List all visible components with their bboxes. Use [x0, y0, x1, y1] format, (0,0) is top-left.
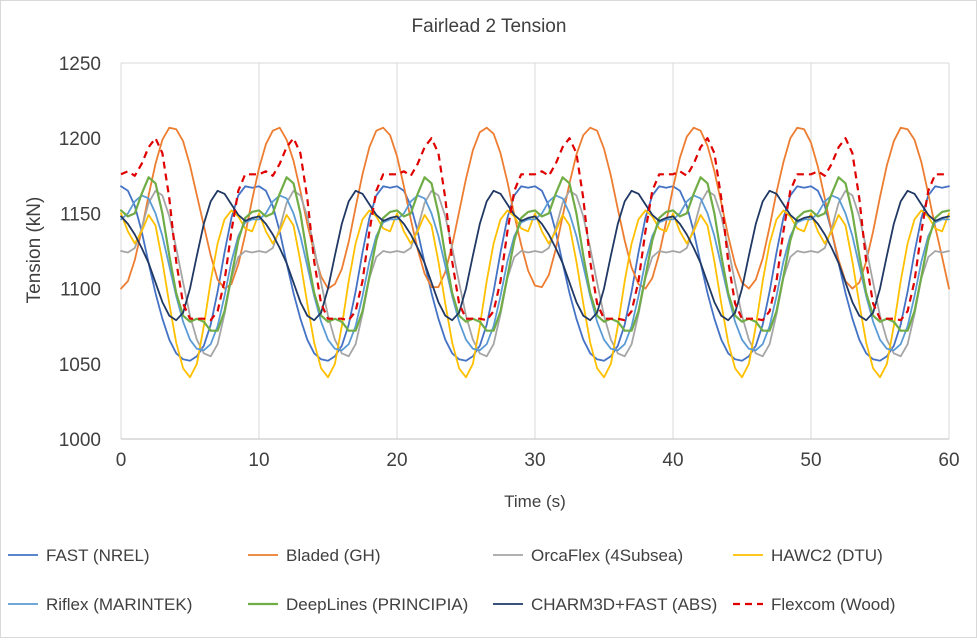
y-tick-label: 1200 [59, 129, 101, 150]
plot-frame [121, 62, 949, 440]
y-tick-label: 1000 [59, 430, 101, 451]
series-line-8 [120, 137, 949, 322]
series-line-3 [120, 189, 950, 358]
series-line-6 [119, 176, 951, 332]
legend-item-3: OrcaFlex (4Subsea) [493, 546, 683, 565]
legend-item-6: DeepLines (PRINCIPIA) [248, 595, 468, 614]
legend-label: OrcaFlex (4Subsea) [531, 546, 683, 565]
series-line-7 [120, 189, 950, 322]
y-tick-label: 1150 [60, 204, 101, 225]
legend-label: CHARM3D+FAST (ABS) [531, 595, 717, 614]
x-tick-label: 50 [800, 450, 821, 471]
x-tick-label: 0 [116, 450, 127, 471]
x-tick-label: 60 [938, 450, 959, 471]
legend-label: Riflex (MARINTEK) [46, 595, 192, 614]
legend-label: Flexcom (Wood) [771, 595, 895, 614]
x-tick-label: 40 [662, 450, 683, 471]
y-tick-labels: 1000 1050 1100 1150 1200 1250 [59, 54, 101, 451]
series-layer [119, 126, 951, 379]
series-line-1 [120, 185, 950, 362]
y-tick-label: 1250 [59, 54, 101, 75]
legend-item-2: Bladed (GH) [248, 546, 380, 565]
legend-label: FAST (NREL) [46, 546, 150, 565]
x-tick-label: 30 [524, 450, 545, 471]
y-axis-label: Tension (kN) [24, 197, 45, 304]
x-axis-label: Time (s) [504, 492, 566, 511]
series-line-2 [120, 126, 950, 290]
series-line-4 [120, 209, 950, 379]
legend-item-8: Flexcom (Wood) [733, 595, 895, 614]
x-tick-label: 20 [386, 450, 407, 471]
legend-label: Bladed (GH) [286, 546, 380, 565]
legend-item-1: FAST (NREL) [8, 546, 150, 565]
legend-item-5: Riflex (MARINTEK) [8, 595, 192, 614]
x-tick-label: 10 [248, 450, 269, 471]
series-line-5 [120, 194, 950, 352]
y-tick-label: 1100 [60, 280, 101, 301]
legend-item-4: HAWC2 (DTU) [733, 546, 883, 565]
x-tick-labels: 0 10 20 30 40 50 60 [116, 450, 960, 471]
legend: FAST (NREL) Bladed (GH) OrcaFlex (4Subsea)… [8, 546, 895, 614]
legend-label: HAWC2 (DTU) [771, 546, 883, 565]
legend-label: DeepLines (PRINCIPIA) [286, 595, 468, 614]
y-tick-label: 1050 [59, 355, 101, 376]
chart-title: Fairlead 2 Tension [412, 16, 567, 37]
legend-item-7: CHARM3D+FAST (ABS) [493, 595, 717, 614]
